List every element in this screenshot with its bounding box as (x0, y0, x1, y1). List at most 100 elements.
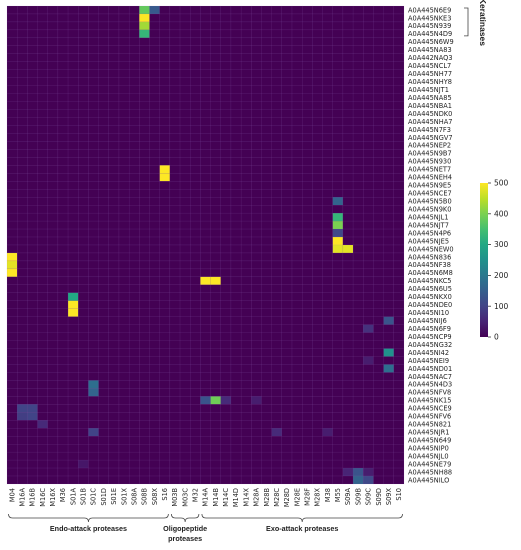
heatmap-cell (88, 181, 99, 190)
heatmap-cell (190, 61, 201, 70)
heatmap-cell (6, 197, 18, 206)
heatmap-cell (332, 141, 344, 150)
heatmap-cell (6, 141, 18, 150)
heatmap-cell (200, 284, 211, 293)
heatmap-cell (98, 61, 109, 70)
heatmap-cell (37, 244, 48, 254)
heatmap-cell (230, 5, 242, 15)
heatmap-cell (393, 173, 405, 182)
heatmap-cell (271, 157, 283, 166)
heatmap-cell (352, 443, 364, 453)
heatmap-cell (98, 141, 109, 150)
heatmap-cell (159, 443, 171, 453)
heatmap-cell (220, 181, 232, 190)
heatmap-cell (139, 388, 150, 397)
heatmap-cell (98, 388, 109, 397)
heatmap-cell (88, 467, 99, 477)
heatmap-cell (78, 292, 89, 301)
heatmap-cell (322, 364, 333, 373)
heatmap-cell (47, 467, 59, 477)
heatmap-cell (291, 228, 303, 238)
row-label: A0A445NJL1 (408, 213, 449, 221)
heatmap-cell (98, 85, 109, 94)
heatmap-cell (220, 252, 232, 262)
heatmap-cell (352, 157, 364, 166)
heatmap-cell (57, 412, 69, 421)
heatmap-cell (57, 181, 69, 190)
group-label: proteases (168, 534, 202, 543)
heatmap-cell (271, 212, 283, 222)
heatmap-cell (47, 332, 59, 341)
heatmap-cell (240, 260, 252, 270)
heatmap-cell (271, 276, 283, 286)
heatmap-cell (220, 475, 232, 485)
heatmap-cell (230, 93, 242, 102)
heatmap-cell (352, 21, 364, 31)
heatmap-cell (139, 165, 150, 174)
heatmap-cell (220, 220, 232, 230)
heatmap-cell (383, 37, 394, 47)
heatmap-cell (373, 459, 384, 469)
heatmap-cell (342, 29, 354, 39)
heatmap-cell (17, 380, 28, 389)
heatmap-cell (230, 125, 242, 134)
heatmap-cell (210, 109, 221, 118)
heatmap-cell (352, 252, 364, 262)
heatmap-cell (291, 324, 303, 333)
heatmap-cell (210, 45, 221, 54)
heatmap-cell (383, 212, 394, 222)
heatmap-cell (281, 467, 293, 477)
heatmap-cell (261, 443, 272, 453)
heatmap-cell (37, 404, 48, 413)
heatmap-cell (281, 340, 293, 349)
heatmap-cell (220, 53, 232, 62)
heatmap-cell (200, 420, 211, 429)
heatmap-cell (210, 372, 221, 381)
heatmap-cell (352, 332, 364, 341)
heatmap-cell (230, 364, 242, 373)
heatmap-cell (118, 228, 130, 238)
heatmap-cell (200, 141, 211, 150)
heatmap-cell (291, 125, 303, 134)
heatmap-cell (37, 165, 48, 174)
heatmap-cell (17, 316, 28, 325)
heatmap-cell (210, 77, 221, 86)
heatmap-cell (363, 101, 374, 110)
heatmap-cell (271, 388, 283, 397)
heatmap-cell (302, 467, 313, 477)
heatmap-cell (261, 284, 272, 293)
heatmap-cell (118, 53, 130, 62)
heatmap-cell (37, 53, 48, 62)
heatmap-cell (67, 388, 79, 397)
heatmap-cell (67, 149, 79, 158)
heatmap-cell (363, 412, 374, 421)
heatmap-cell (67, 372, 79, 381)
heatmap-cell (240, 308, 252, 317)
heatmap-cell (281, 475, 293, 485)
heatmap-cell (149, 348, 160, 357)
heatmap-cell (57, 308, 69, 317)
heatmap-cell (27, 292, 38, 301)
heatmap-cell (149, 380, 160, 389)
column-label: M16C (39, 488, 47, 507)
heatmap-cell (332, 85, 344, 94)
heatmap-cell (220, 61, 232, 70)
heatmap-cell (149, 21, 160, 31)
heatmap-cell (128, 332, 140, 341)
heatmap-cell (57, 292, 69, 301)
heatmap-cell (17, 93, 28, 102)
heatmap-cell (118, 133, 130, 142)
heatmap-cell (108, 372, 120, 381)
heatmap-cell (352, 149, 364, 158)
heatmap-cell (373, 220, 384, 230)
heatmap-cell (200, 197, 211, 206)
heatmap-cell (98, 284, 109, 293)
heatmap-cell (332, 204, 344, 214)
heatmap-cell (363, 133, 374, 142)
heatmap-cell (139, 332, 150, 341)
heatmap-cell (281, 228, 293, 238)
heatmap-cell (332, 428, 344, 437)
heatmap-cell (332, 236, 344, 246)
heatmap-cell (149, 204, 160, 214)
heatmap-cell (342, 173, 354, 182)
